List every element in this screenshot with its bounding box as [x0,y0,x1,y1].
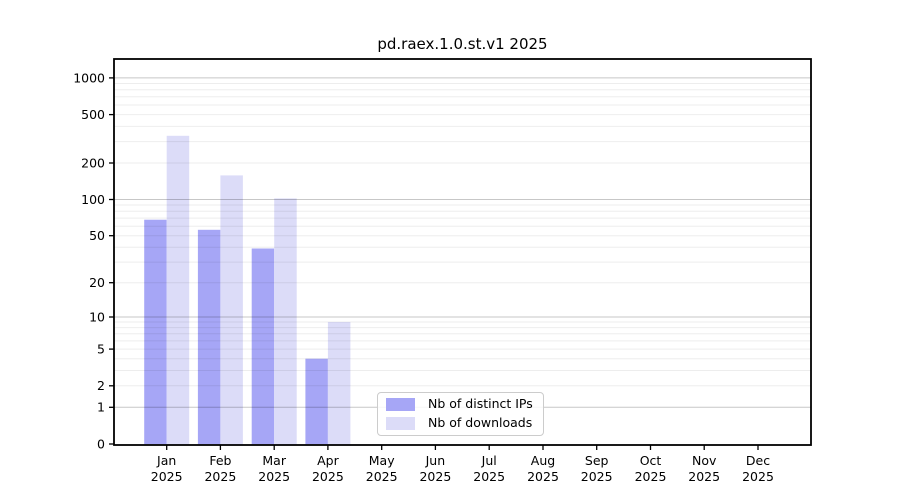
x-tick-label-year: 2025 [688,469,720,484]
bar [305,358,328,445]
bar [251,248,275,445]
x-tick-label-month: May [369,453,395,468]
bar [166,135,190,445]
plot-frame [113,58,812,446]
bars-downloads [166,135,351,445]
bar [274,198,297,445]
y-tick-label: 10 [89,309,105,324]
x-tick-label-month: Feb [209,453,231,468]
x-tick-label-year: 2025 [312,469,344,484]
y-tick-label: 0 [97,436,105,451]
y-tick-label: 50 [89,228,105,243]
x-tick-label-month: Sep [585,453,609,468]
legend-swatch-distinct-ips [386,398,415,411]
legend-item-distinct-ips: Nb of distinct IPs [386,398,535,411]
bars-distinct-ips [144,219,328,445]
y-tick-label: 1 [97,400,105,415]
x-tick-label-year: 2025 [473,469,505,484]
x-tick-label-month: Nov [692,453,717,468]
bar [327,322,351,445]
x-tick-label-year: 2025 [527,469,559,484]
legend-item-downloads: Nb of downloads [386,417,535,430]
bar [197,229,221,445]
x-tick-label-year: 2025 [419,469,451,484]
y-tick-label: 5 [97,342,105,357]
x-tick-label-month: Jun [425,453,446,468]
x-tick-label-year: 2025 [742,469,774,484]
x-axis: Jan2025Feb2025Mar2025Apr2025May2025Jun20… [151,445,774,484]
x-tick-label-year: 2025 [204,469,236,484]
legend-label-downloads: Nb of downloads [428,415,533,431]
y-tick-label: 1000 [73,70,105,85]
x-tick-label-year: 2025 [258,469,290,484]
y-tick-label: 20 [89,275,105,290]
legend-swatch-downloads [386,417,415,430]
y-tick-label: 500 [81,107,105,122]
x-tick-label-year: 2025 [366,469,398,484]
x-tick-label-month: Oct [640,453,662,468]
x-tick-label-month: Aug [531,453,555,468]
y-tick-label: 200 [81,155,105,170]
x-tick-label-month: Dec [746,453,770,468]
bars [144,135,351,445]
legend: Nb of distinct IPs Nb of downloads [377,392,544,436]
x-tick-label-year: 2025 [151,469,183,484]
x-tick-label-month: Apr [317,453,339,468]
bar [220,175,243,445]
gridlines [114,77,811,408]
chart-title: pd.raex.1.0.st.v1 2025 [377,35,548,53]
y-tick-label: 2 [97,378,105,393]
x-tick-label-year: 2025 [581,469,613,484]
x-tick-label-month: Jul [481,453,497,468]
x-tick-label-month: Jan [156,453,176,468]
x-tick-label-month: Mar [262,453,286,468]
y-tick-label: 100 [81,192,105,207]
x-tick-label-year: 2025 [635,469,667,484]
legend-label-distinct-ips: Nb of distinct IPs [428,396,533,412]
bar [144,219,167,445]
